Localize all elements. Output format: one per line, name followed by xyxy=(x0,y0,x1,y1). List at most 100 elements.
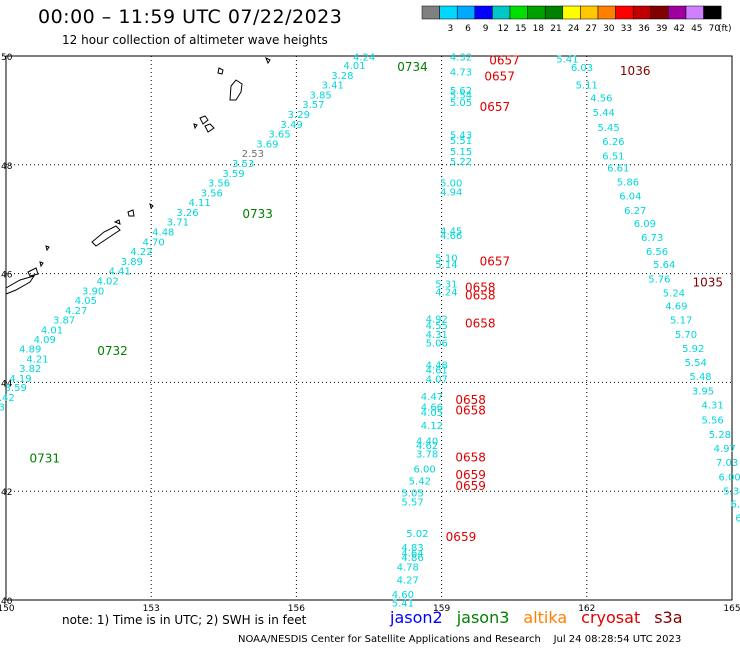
lat-tick-label: 42 xyxy=(1,488,12,498)
pass-time-label: 0657 xyxy=(480,100,511,114)
wave-height-label: 4.92 xyxy=(426,315,448,326)
lat-tick-label: 44 xyxy=(1,379,13,389)
coastline xyxy=(39,261,44,268)
wave-height-label: 5.86 xyxy=(617,177,639,188)
legend-tick-label: 30 xyxy=(603,24,615,34)
wave-height-label: 4.27 xyxy=(65,306,87,317)
coastline xyxy=(229,79,243,101)
wave-height-label: 4.24 xyxy=(353,52,375,63)
wave-height-label: 4.05 xyxy=(421,408,443,419)
pass-time-label: 0657 xyxy=(489,53,520,67)
wave-height-label: 6.00 xyxy=(414,465,436,476)
wave-height-label: 5.45 xyxy=(597,123,619,134)
wave-height-label: 5.02 xyxy=(406,529,428,540)
wave-height-label: 5.14 xyxy=(435,260,457,271)
wave-height-label: 4.55 xyxy=(426,321,448,332)
pass-time-label: 0658 xyxy=(465,281,496,295)
wave-height-label: 3.89 xyxy=(121,257,143,268)
wave-height-label: 3.26 xyxy=(176,208,198,219)
wave-height-label: 4.64 xyxy=(401,548,423,559)
coastline xyxy=(27,267,39,277)
coastline xyxy=(149,202,154,209)
lon-tick-label: 162 xyxy=(578,604,595,614)
legend-swatch xyxy=(703,5,722,20)
wave-height-label: 4.48 xyxy=(426,360,448,371)
coastline xyxy=(45,245,50,252)
pass-time-label: 0657 xyxy=(484,70,515,84)
wave-height-label: 5.15 xyxy=(450,147,472,158)
pass-time-label: 0658 xyxy=(465,317,496,331)
wave-height-label: 4.56 xyxy=(590,94,612,105)
satellite-legend: jason2 jason3 altika cryosat s3a xyxy=(390,608,697,627)
wave-height-label: 4.66 xyxy=(440,231,462,242)
wave-height-label: 6.03 xyxy=(571,63,593,74)
lat-tick-label: 46 xyxy=(1,271,13,281)
wave-height-label: 3.65 xyxy=(268,130,290,141)
satellite-name: altika xyxy=(523,608,568,627)
wave-height-label: 5.42 xyxy=(409,477,431,488)
pass-time-label: 0659 xyxy=(455,468,486,482)
lon-tick-label: 150 xyxy=(0,604,15,614)
wave-height-label: 3.71 xyxy=(167,218,189,229)
wave-height-label: 4.69 xyxy=(665,302,687,313)
coastline xyxy=(199,115,209,125)
pass-time-label: 0657 xyxy=(480,255,511,269)
wave-height-label: 4.31 xyxy=(426,330,448,341)
wave-height-label: 4.01 xyxy=(41,325,63,336)
wave-height-label: 5.22 xyxy=(450,157,472,168)
wave-height-label: 4.94 xyxy=(440,187,462,198)
legend-tick-label: 24 xyxy=(568,24,580,34)
legend-tick-label: 45 xyxy=(691,24,702,34)
legend-tick-label: 18 xyxy=(533,24,545,34)
wave-height-label: 6.56 xyxy=(646,247,668,258)
wave-height-label: 4.48 xyxy=(152,228,174,239)
wave-height-label: 4.21 xyxy=(26,354,48,365)
wave-height-label: 2.53 xyxy=(242,149,264,160)
wave-height-label: 5.31 xyxy=(435,280,457,291)
coastline xyxy=(127,209,135,217)
satellite-name: s3a xyxy=(654,608,683,627)
wave-height-label: 6.32 xyxy=(731,500,740,511)
legend-tick-label: 39 xyxy=(656,24,668,34)
lat-tick-label: 40 xyxy=(1,597,13,607)
wave-height-label: 5.62 xyxy=(450,86,472,97)
wave-height-label: 5.17 xyxy=(670,316,692,327)
wave-height-label: 4.40 xyxy=(416,436,438,447)
wave-height-label: 4.70 xyxy=(142,237,164,248)
pass-time-label: 0658 xyxy=(455,393,486,407)
wave-height-label: 3.57 xyxy=(302,100,324,111)
wave-height-label: 5.92 xyxy=(682,344,704,355)
lon-tick-label: 156 xyxy=(288,604,305,614)
wave-height-label: 4.27 xyxy=(397,576,419,587)
wave-height-label: 4.73 xyxy=(450,68,472,79)
pass-time-label: 0731 xyxy=(29,452,60,466)
wave-height-label: 5.70 xyxy=(675,330,697,341)
wave-height-label: 4.45 xyxy=(440,226,462,237)
wave-height-label: 5.56 xyxy=(702,416,724,427)
coastline xyxy=(193,123,198,130)
wave-height-label: 3.56 xyxy=(201,188,223,199)
wave-height-label: 6.17 xyxy=(735,514,740,525)
wave-height-label: 5.44 xyxy=(593,108,615,119)
coastline xyxy=(204,123,215,133)
legend-tick-label: 12 xyxy=(497,24,508,34)
wave-height-label: 5.24 xyxy=(663,288,685,299)
note-text: note: 1) Time is in UTC; 2) SWH is in fe… xyxy=(62,613,307,627)
coastline xyxy=(217,67,224,75)
pass-time-label: 0658 xyxy=(455,404,486,418)
wave-height-label: 5.57 xyxy=(401,497,423,508)
coastline xyxy=(5,275,36,295)
wave-height-label: 5.34 xyxy=(723,486,740,497)
legend-tick-label: 6 xyxy=(465,24,471,34)
wave-height-label: 3.49 xyxy=(280,120,302,131)
wave-height-label: 5.54 xyxy=(450,90,472,101)
wave-height-label: 3.41 xyxy=(322,81,344,92)
map-subtitle: 12 hour collection of altimeter wave hei… xyxy=(62,33,328,47)
wave-height-label: 4.07 xyxy=(426,374,448,385)
pass-time-label: 0659 xyxy=(455,479,486,493)
satellite-name: jason3 xyxy=(456,608,510,627)
legend-tick-label: 70 xyxy=(709,24,721,34)
wave-height-label: 5.76 xyxy=(648,274,670,285)
wave-height-label: 3.53 xyxy=(232,159,254,170)
pass-time-label: 0734 xyxy=(397,60,428,74)
